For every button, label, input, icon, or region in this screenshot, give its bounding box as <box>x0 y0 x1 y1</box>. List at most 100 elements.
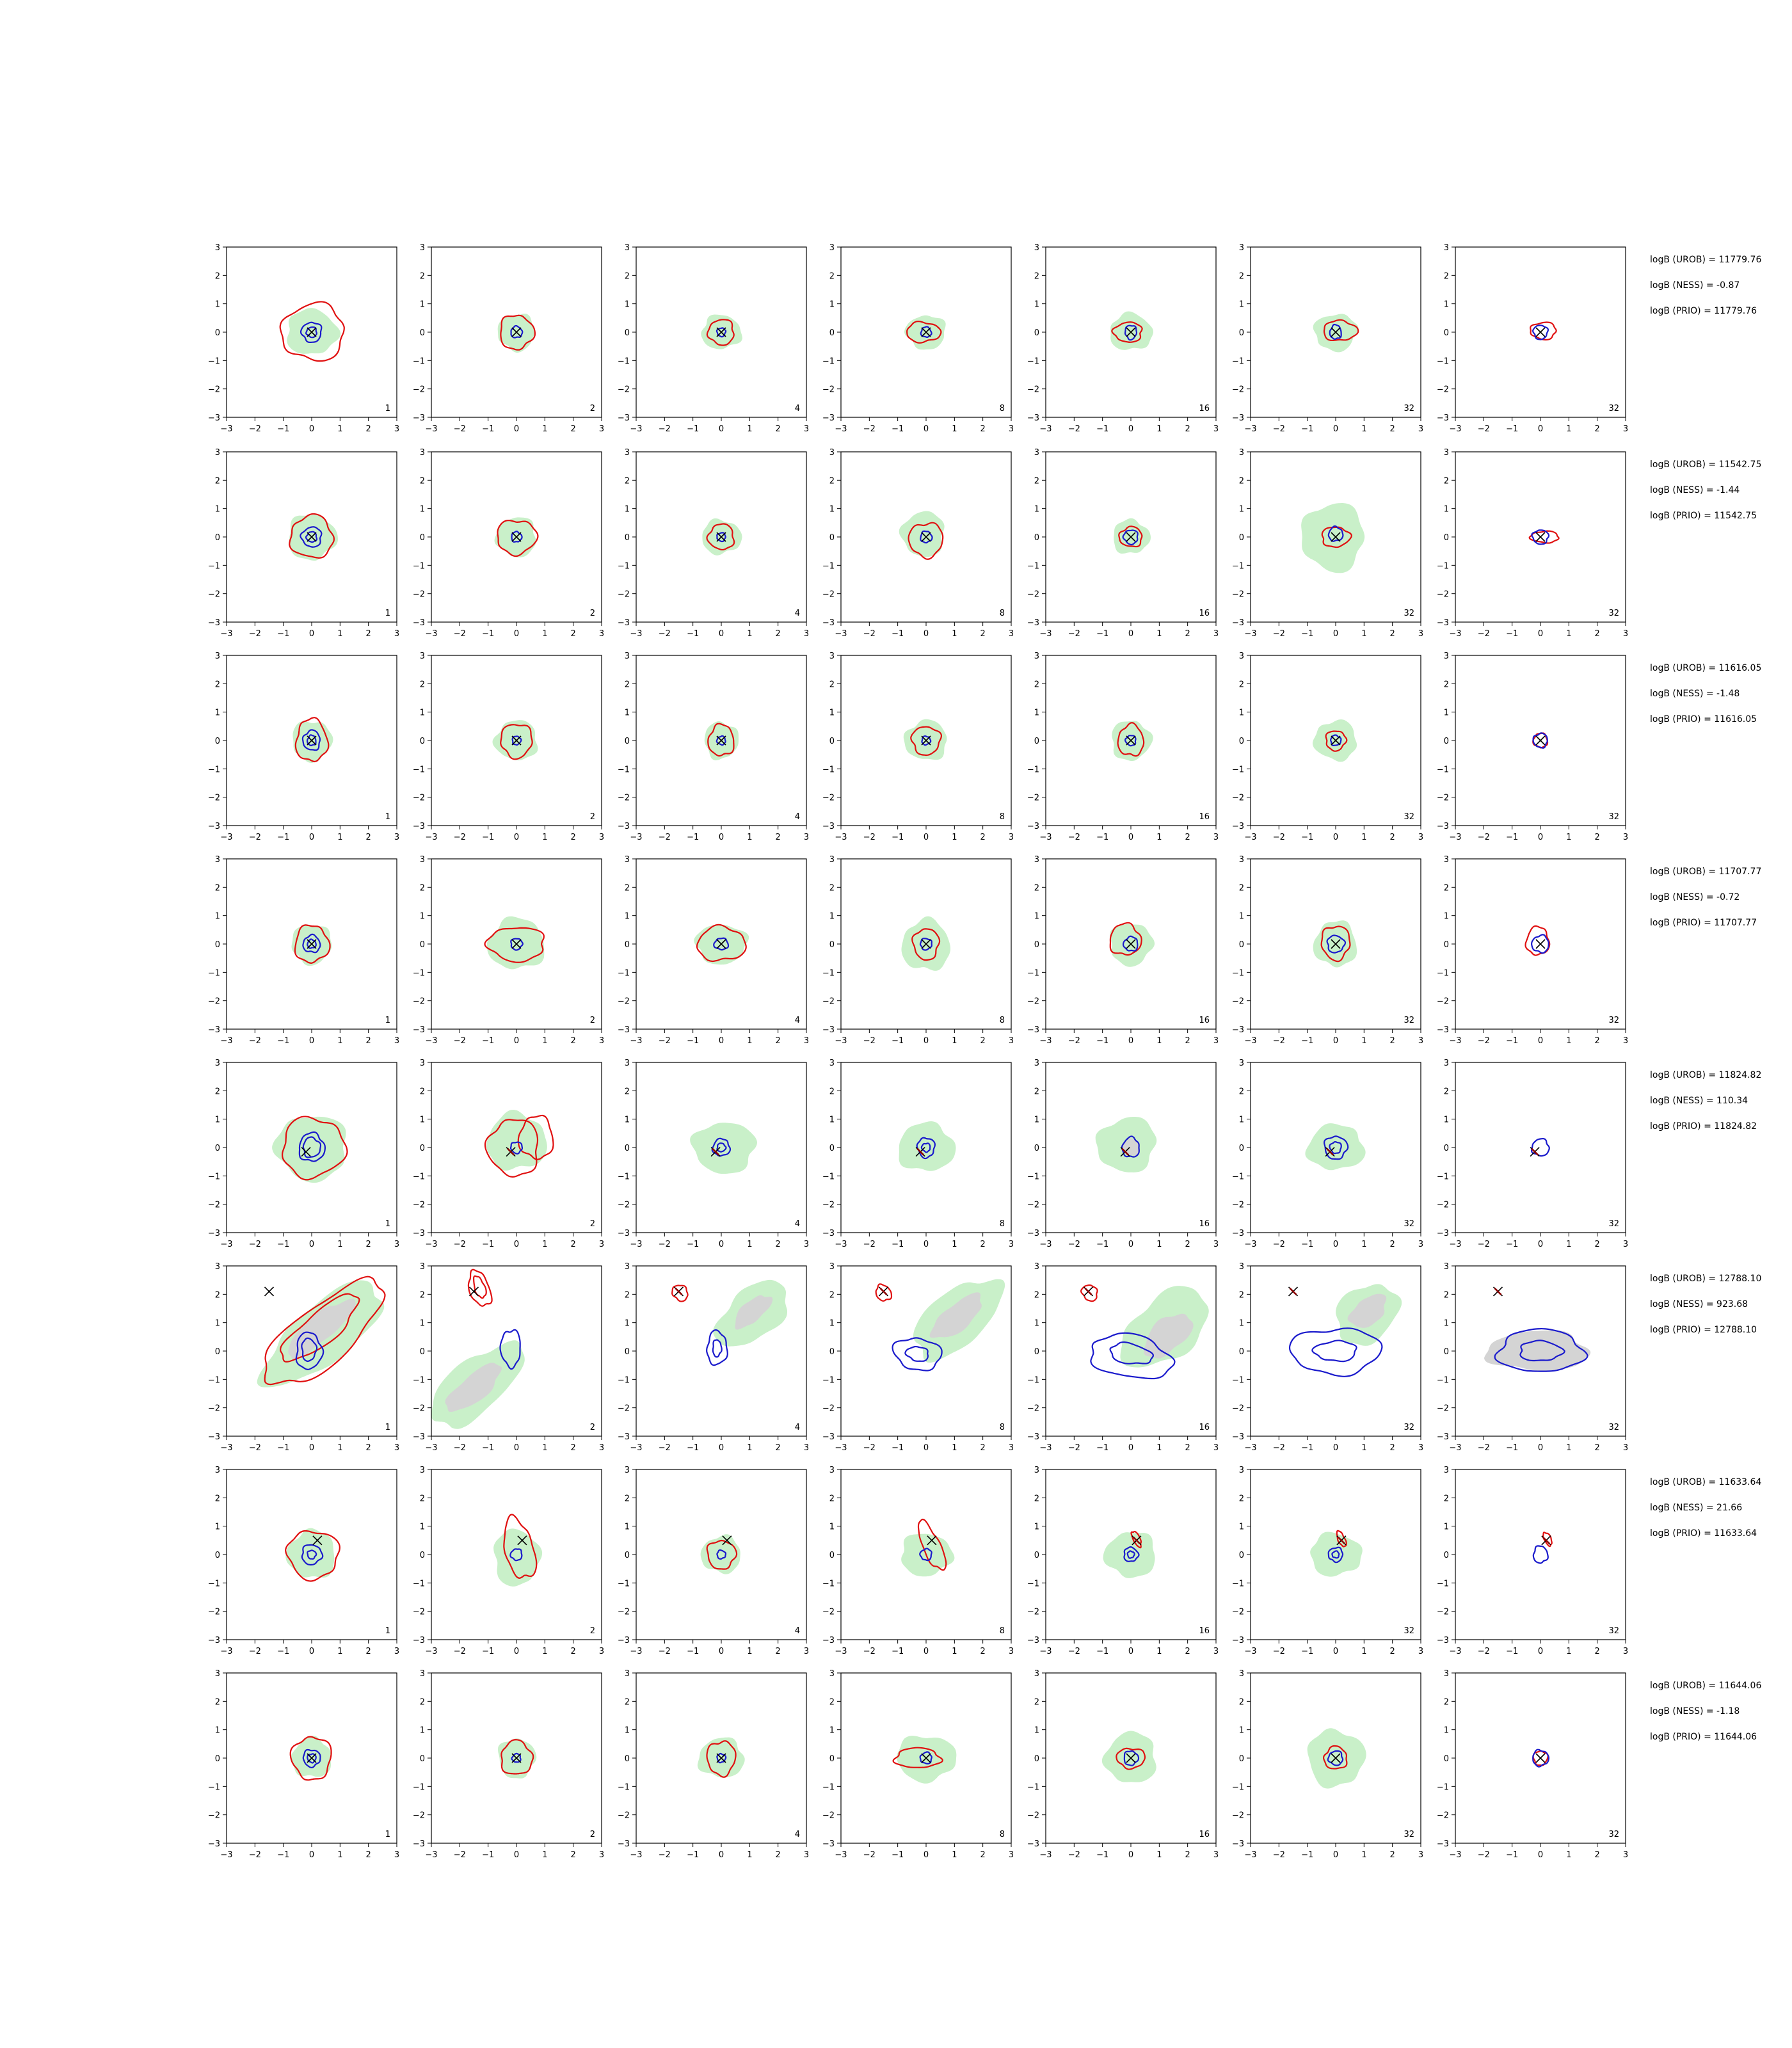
y-tick-label: −3 <box>1027 1229 1039 1238</box>
x-tick-label: 0 <box>1333 1443 1338 1453</box>
subplot-panel: −3−3−2−2−1−1001122338 <box>822 855 1014 1046</box>
x-tick-label: 0 <box>514 1850 519 1860</box>
subplot-panel: −3−3 −2 −2 −1 −1 0 0 1 1 2 2 3 3 16 <box>1027 448 1219 639</box>
x-tick-label: 0 <box>1128 1036 1133 1046</box>
x-tick-label: −1 <box>277 1850 289 1860</box>
y-tick-label: 2 <box>829 1697 835 1707</box>
y-tick-label: −2 <box>1437 997 1449 1007</box>
x-tick-label: 0 <box>924 1850 929 1860</box>
y-tick-label: −1 <box>1437 765 1449 774</box>
x-tick-label: 0 <box>1333 1850 1338 1860</box>
panel-iteration-label: 32 <box>1608 609 1619 618</box>
x-tick-label: −1 <box>1301 1850 1313 1860</box>
plot-area <box>901 916 950 971</box>
panel-iteration-label: 4 <box>795 609 800 618</box>
x-tick-label: 0 <box>719 1240 724 1249</box>
y-tick-label: 1 <box>829 708 835 718</box>
figure-row: −3−3−2−2−1−1001122331−3−3−2−2−1−10011223… <box>208 1466 1762 1656</box>
x-tick-label: 2 <box>776 833 781 842</box>
y-tick-label: 1 <box>625 708 630 718</box>
y-tick-label: 0 <box>625 1754 630 1764</box>
x-tick-label: −2 <box>1478 424 1490 434</box>
y-tick-label: −1 <box>618 1375 630 1385</box>
y-tick-label: −3 <box>618 822 630 831</box>
red-contour <box>1530 323 1556 340</box>
x-tick-label: 0 <box>1538 424 1543 434</box>
y-tick-label: 0 <box>1444 1551 1449 1560</box>
y-tick-label: 1 <box>215 1319 220 1329</box>
plot-area <box>1081 1285 1209 1379</box>
y-tick-label: 1 <box>215 300 220 310</box>
plot-area <box>876 1279 1005 1371</box>
x-tick-label: −2 <box>1273 1850 1285 1860</box>
x-tick-label: 0 <box>514 629 519 639</box>
plot-area <box>493 720 538 760</box>
y-tick-label: −1 <box>1437 968 1449 978</box>
x-tick-label: 1 <box>952 1240 957 1249</box>
x-tick-label: −3 <box>630 1647 642 1656</box>
y-tick-label: −3 <box>1437 1636 1449 1645</box>
y-tick-label: 0 <box>215 737 220 746</box>
x-tick-label: 3 <box>394 833 399 842</box>
x-tick-label: 2 <box>980 424 986 434</box>
y-tick-label: 2 <box>215 680 220 689</box>
green-density-region <box>1301 503 1364 573</box>
x-tick-label: −1 <box>277 1036 289 1046</box>
x-tick-label: 1 <box>952 424 957 434</box>
x-tick-label: −1 <box>1506 1850 1518 1860</box>
x-tick-label: 0 <box>309 629 314 639</box>
y-tick-label: 3 <box>829 1262 835 1272</box>
y-tick-label: 2 <box>1444 680 1449 689</box>
y-tick-label: −2 <box>822 1811 835 1821</box>
x-tick-label: −1 <box>482 424 494 434</box>
plot-area <box>1112 721 1153 761</box>
y-tick-label: 0 <box>1034 1347 1039 1357</box>
y-tick-label: 3 <box>1034 243 1039 253</box>
y-tick-label: −1 <box>208 1172 220 1181</box>
plot-area <box>484 916 544 970</box>
x-tick-label: −3 <box>1039 629 1052 639</box>
plot-area <box>1308 1728 1366 1788</box>
x-tick-label: 0 <box>719 833 724 842</box>
y-tick-label: −1 <box>1232 1782 1244 1792</box>
y-tick-label: −2 <box>822 1608 835 1617</box>
x-tick-label: 3 <box>1418 1036 1423 1046</box>
y-tick-label: 3 <box>829 243 835 253</box>
y-tick-label: −2 <box>208 385 220 395</box>
y-tick-label: −3 <box>1027 1839 1039 1849</box>
green-density-region <box>897 1736 956 1784</box>
subplot-panel: −3−3−2−2−1−10011223332 <box>1437 1466 1628 1656</box>
panel-iteration-label: 2 <box>590 812 595 822</box>
y-tick-label: −3 <box>208 1025 220 1035</box>
y-tick-label: −1 <box>1437 1579 1449 1588</box>
subplot-panel: −3−3−2−2−1−1001122338 <box>822 1669 1014 1860</box>
y-tick-label: −1 <box>822 561 835 571</box>
x-tick-label: 1 <box>1156 1647 1162 1656</box>
green-density-region <box>289 515 338 561</box>
y-tick-label: 2 <box>420 1494 425 1503</box>
plot-area <box>1530 323 1556 340</box>
y-tick-label: 1 <box>625 1319 630 1329</box>
y-tick-label: −2 <box>1027 385 1039 395</box>
y-tick-label: 2 <box>829 1494 835 1503</box>
plot-area <box>1313 719 1357 762</box>
x-tick-label: −3 <box>425 629 437 639</box>
y-tick-label: 3 <box>1034 1669 1039 1679</box>
panel-iteration-label: 16 <box>1199 812 1210 822</box>
x-tick-label: 1 <box>1361 1850 1366 1860</box>
x-tick-label: 2 <box>571 1240 576 1249</box>
y-tick-label: −1 <box>413 765 425 774</box>
x-tick-label: 1 <box>1566 1036 1571 1046</box>
x-tick-label: 1 <box>542 1036 547 1046</box>
subplot-panel: −3−3 −2 −2 −1 −1 0 0 1 1 2 2 3 3 16 <box>1027 1669 1219 1860</box>
x-tick-label: −2 <box>454 629 466 639</box>
y-tick-label: −3 <box>618 1839 630 1849</box>
y-tick-label: 2 <box>1034 883 1039 893</box>
green-density-region <box>1308 1728 1366 1788</box>
panel-iteration-label: 32 <box>1608 812 1619 822</box>
x-tick-label: 3 <box>1418 629 1423 639</box>
x-tick-label: −2 <box>863 1240 876 1249</box>
x-tick-label: 1 <box>542 424 547 434</box>
x-tick-label: 3 <box>1623 424 1628 434</box>
